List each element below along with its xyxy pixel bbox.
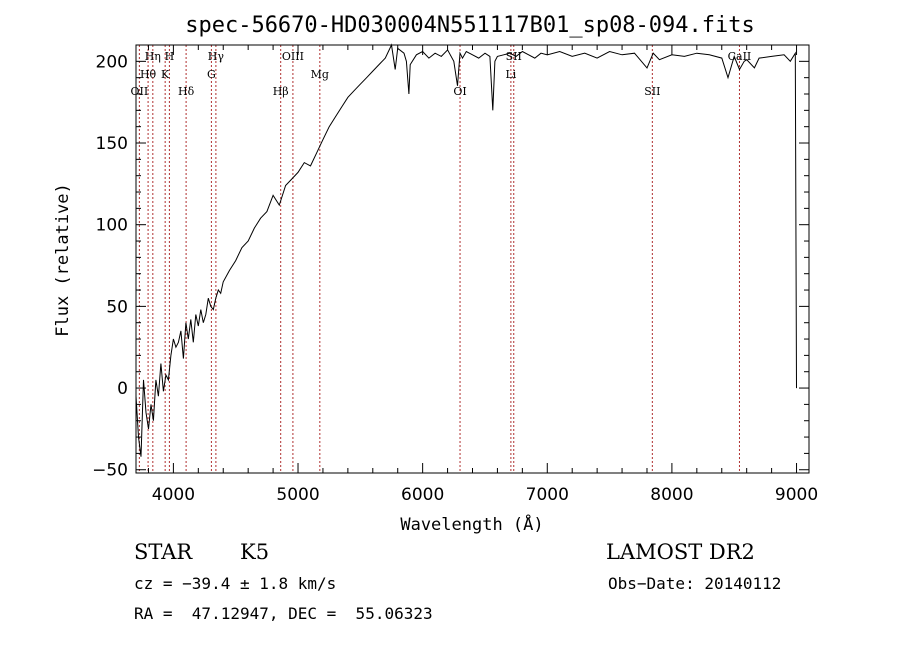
x-axis: 4000 5000 6000 7000 8000 9000	[147, 45, 818, 505]
line-label: H	[165, 50, 175, 63]
coordinates: RA = 47.12947, DEC = 55.06323	[134, 604, 433, 623]
y-tick-label: 200	[96, 52, 128, 72]
line-label: Hβ	[273, 85, 289, 98]
y-tick-label: 0	[117, 379, 128, 399]
line-label: Hδ	[178, 85, 195, 98]
spectral-line-markers	[138, 45, 740, 473]
spectrum-line	[135, 43, 797, 457]
line-label: Li	[505, 68, 516, 81]
y-axis-label: Flux (relative)	[53, 183, 73, 337]
y-tick-label: −50	[92, 461, 128, 481]
line-label: G	[207, 68, 216, 81]
line-label: OII	[131, 85, 149, 98]
line-label: K	[161, 68, 170, 81]
line-label: SII	[506, 50, 522, 63]
y-tick-label: 100	[96, 216, 128, 236]
survey-name: LAMOST DR2	[606, 540, 755, 564]
y-tick-label: 50	[106, 297, 128, 317]
redshift-cz: cz = −39.4 ± 1.8 km/s	[134, 574, 337, 593]
x-tick-label: 5000	[276, 485, 319, 505]
x-tick-label: 4000	[152, 485, 195, 505]
x-axis-label: Wavelength (Å)	[400, 513, 543, 535]
x-tick-label: 6000	[401, 485, 444, 505]
line-label: Hη	[145, 50, 161, 63]
line-label: OIII	[282, 50, 304, 63]
object-subclass: K5	[240, 540, 270, 564]
line-label: Mg	[311, 68, 329, 81]
line-label: Hγ	[208, 50, 225, 63]
x-tick-label: 9000	[775, 485, 818, 505]
y-tick-label: 150	[96, 134, 128, 154]
object-class: STAR	[134, 540, 193, 564]
x-tick-label: 7000	[526, 485, 569, 505]
observation-date: Obs−Date: 20140112	[608, 574, 782, 593]
line-label: Hθ	[140, 68, 157, 81]
x-tick-label: 8000	[650, 485, 693, 505]
spectrum-series	[135, 43, 797, 457]
chart-title: spec-56670-HD030004N551117B01_sp08-094.f…	[185, 13, 755, 38]
y-axis: −50 0 50 100 150 200	[92, 52, 809, 481]
line-label: SII	[644, 85, 660, 98]
line-label: OI	[453, 85, 466, 98]
